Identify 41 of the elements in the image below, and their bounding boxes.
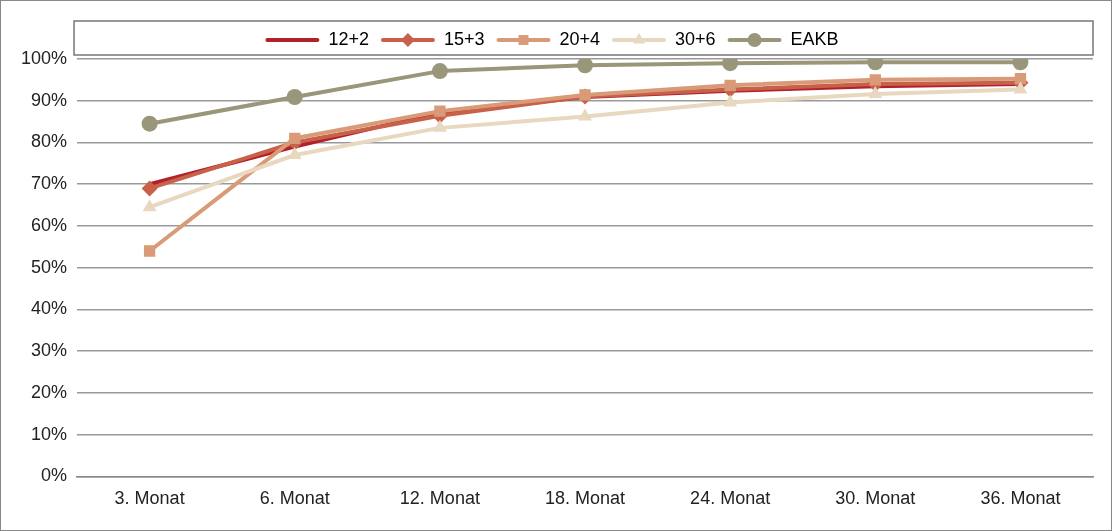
point xyxy=(141,180,158,197)
point xyxy=(141,115,158,132)
legend-label: 15+3 xyxy=(443,28,485,49)
point xyxy=(579,89,591,101)
y-tick-label: 30% xyxy=(31,340,68,361)
point xyxy=(578,108,592,121)
point xyxy=(1014,72,1027,85)
x-tick-label: 3. Monat xyxy=(114,488,185,509)
y-tick-label: 70% xyxy=(31,173,68,194)
x-tick-label: 24. Monat xyxy=(690,488,771,509)
point xyxy=(723,94,738,107)
point xyxy=(869,74,881,86)
y-tick-label: 10% xyxy=(31,423,68,444)
y-tick-label: 60% xyxy=(31,214,68,235)
point xyxy=(724,79,736,91)
y-tick-label: 90% xyxy=(31,89,68,110)
x-tick-label: 6. Monat xyxy=(259,488,330,509)
point xyxy=(289,132,301,144)
point xyxy=(868,86,883,99)
legend-label: EAKB xyxy=(790,28,839,49)
point xyxy=(142,199,157,212)
x-tick-label: 18. Monat xyxy=(544,488,626,509)
point xyxy=(431,63,448,80)
point xyxy=(432,119,447,132)
legend-label: 12+2 xyxy=(328,28,369,49)
point xyxy=(434,105,446,117)
point xyxy=(286,88,303,105)
x-tick-label: 36. Monat xyxy=(980,488,1061,509)
y-tick-label: 50% xyxy=(31,256,68,277)
y-tick-label: 0% xyxy=(41,465,68,486)
y-tick-label: 40% xyxy=(31,298,68,319)
legend-label: 30+6 xyxy=(675,28,716,49)
point xyxy=(577,59,594,74)
legend-label: 20+4 xyxy=(559,28,601,49)
x-tick-label: 12. Monat xyxy=(399,488,480,509)
y-tick-label: 80% xyxy=(31,131,68,152)
y-tick-label: 100% xyxy=(20,47,68,68)
x-tick-label: 30. Monat xyxy=(835,488,916,509)
point xyxy=(1013,81,1028,94)
point xyxy=(143,245,156,257)
y-tick-label: 20% xyxy=(31,381,68,402)
